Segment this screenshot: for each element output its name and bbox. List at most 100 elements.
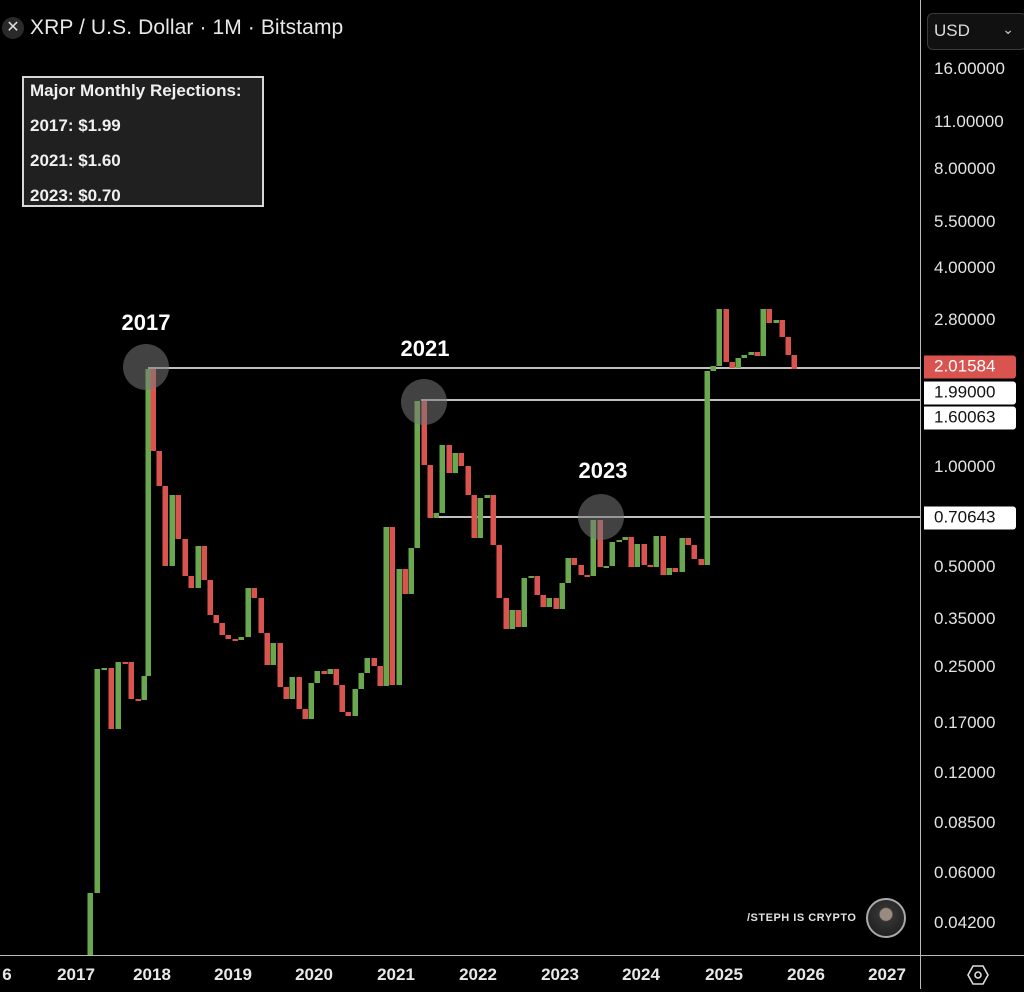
candle bbox=[345, 712, 351, 716]
candle bbox=[603, 566, 609, 568]
price-tick-label: 0.35000 bbox=[934, 609, 996, 628]
candle bbox=[735, 358, 741, 368]
candle bbox=[327, 669, 333, 674]
candle bbox=[289, 677, 295, 699]
candle bbox=[597, 520, 603, 567]
price-tick-label: 0.08500 bbox=[934, 813, 996, 832]
peak-marker-2017 bbox=[123, 344, 169, 390]
time-tick-label: 2026 bbox=[787, 965, 825, 984]
info-row-2017: 2017: $1.99 bbox=[30, 116, 121, 135]
current-price-tag: 2.01584 bbox=[924, 355, 1016, 379]
candle bbox=[175, 495, 181, 539]
candle bbox=[685, 538, 691, 545]
candle bbox=[219, 623, 225, 635]
candle bbox=[634, 544, 640, 567]
info-row-2023: 2023: $0.70 bbox=[30, 186, 121, 205]
candle bbox=[251, 588, 257, 598]
price-tick-label: 0.04200 bbox=[934, 913, 996, 932]
candle bbox=[195, 546, 201, 588]
candle bbox=[321, 671, 327, 674]
rejections-info-box: Major Monthly Rejections: 2017: $1.99 20… bbox=[22, 76, 264, 207]
candle bbox=[760, 309, 766, 356]
candle bbox=[377, 666, 383, 686]
candle bbox=[458, 453, 464, 466]
candle bbox=[358, 673, 364, 689]
settings-hexagon-icon[interactable] bbox=[966, 963, 990, 987]
candle bbox=[559, 583, 565, 609]
info-box-heading: Major Monthly Rejections: bbox=[30, 81, 242, 100]
candle bbox=[641, 544, 647, 565]
candle bbox=[465, 466, 471, 495]
candle bbox=[571, 558, 577, 565]
candle bbox=[691, 545, 697, 559]
watermark-text: /STEPH IS CRYPTO bbox=[747, 912, 857, 924]
price-tick-label: 0.50000 bbox=[934, 557, 996, 576]
candle bbox=[754, 352, 760, 356]
xrp-logo-icon[interactable]: ✕ bbox=[2, 17, 24, 39]
time-tick-label: 6 bbox=[2, 965, 12, 984]
candle bbox=[383, 527, 389, 686]
candle bbox=[296, 677, 302, 709]
chart-title[interactable]: XRP / U.S. Dollar · 1M · Bitstamp bbox=[30, 16, 344, 39]
candle bbox=[723, 309, 729, 362]
avatar-icon bbox=[866, 898, 907, 938]
candle bbox=[546, 598, 552, 607]
candle bbox=[553, 598, 559, 609]
candle bbox=[182, 539, 188, 576]
candles bbox=[87, 309, 797, 955]
candle bbox=[779, 320, 785, 337]
candle bbox=[213, 615, 219, 623]
candle bbox=[741, 355, 747, 358]
annotation-2023: 2023 bbox=[578, 458, 628, 483]
peak-marker-2021 bbox=[401, 379, 447, 425]
time-tick-label: 2019 bbox=[214, 965, 252, 984]
info-row-2021: 2021: $1.60 bbox=[30, 151, 121, 170]
candle bbox=[408, 548, 414, 594]
candle bbox=[477, 498, 483, 538]
time-tick-label: 2022 bbox=[459, 965, 497, 984]
price-tick-label: 11.00000 bbox=[934, 112, 1004, 131]
candle bbox=[128, 662, 134, 699]
candle bbox=[122, 662, 128, 664]
currency-select[interactable]: USD ⌄ bbox=[927, 13, 1024, 50]
candle bbox=[679, 538, 685, 572]
price-tick-label: 0.17000 bbox=[934, 713, 996, 732]
chevron-down-icon: ⌄ bbox=[1002, 21, 1014, 37]
candle bbox=[528, 576, 534, 578]
time-tick-label: 2023 bbox=[541, 965, 579, 984]
time-tick-label: 2021 bbox=[377, 965, 415, 984]
annotation-2021: 2021 bbox=[400, 336, 450, 361]
candle bbox=[496, 545, 502, 598]
candle bbox=[710, 366, 716, 371]
candle bbox=[791, 355, 797, 369]
level-price-tag: 1.99000 bbox=[924, 381, 1016, 405]
candle bbox=[145, 369, 151, 676]
candle bbox=[540, 595, 546, 607]
candle bbox=[628, 537, 634, 567]
level-price-tag: 1.60063 bbox=[924, 406, 1016, 430]
candle bbox=[609, 542, 615, 566]
candle bbox=[308, 683, 314, 719]
candle bbox=[135, 699, 141, 701]
candle bbox=[364, 658, 370, 673]
candle bbox=[729, 362, 735, 368]
candle bbox=[766, 309, 772, 323]
candle bbox=[108, 668, 114, 729]
candle bbox=[201, 546, 207, 580]
candle bbox=[141, 676, 147, 700]
candle bbox=[371, 658, 377, 666]
candle bbox=[314, 671, 320, 683]
candle bbox=[509, 610, 515, 629]
price-tick-label: 0.25000 bbox=[934, 657, 996, 676]
candle bbox=[333, 669, 339, 685]
candle bbox=[616, 540, 622, 542]
price-chart[interactable] bbox=[0, 0, 920, 955]
time-tick-label: 2018 bbox=[133, 965, 171, 984]
candle bbox=[283, 687, 289, 699]
candle bbox=[622, 537, 628, 540]
annotation-2017: 2017 bbox=[121, 310, 171, 335]
candle bbox=[245, 588, 251, 637]
candle bbox=[490, 495, 496, 545]
candle bbox=[439, 445, 445, 513]
candle bbox=[503, 598, 509, 629]
